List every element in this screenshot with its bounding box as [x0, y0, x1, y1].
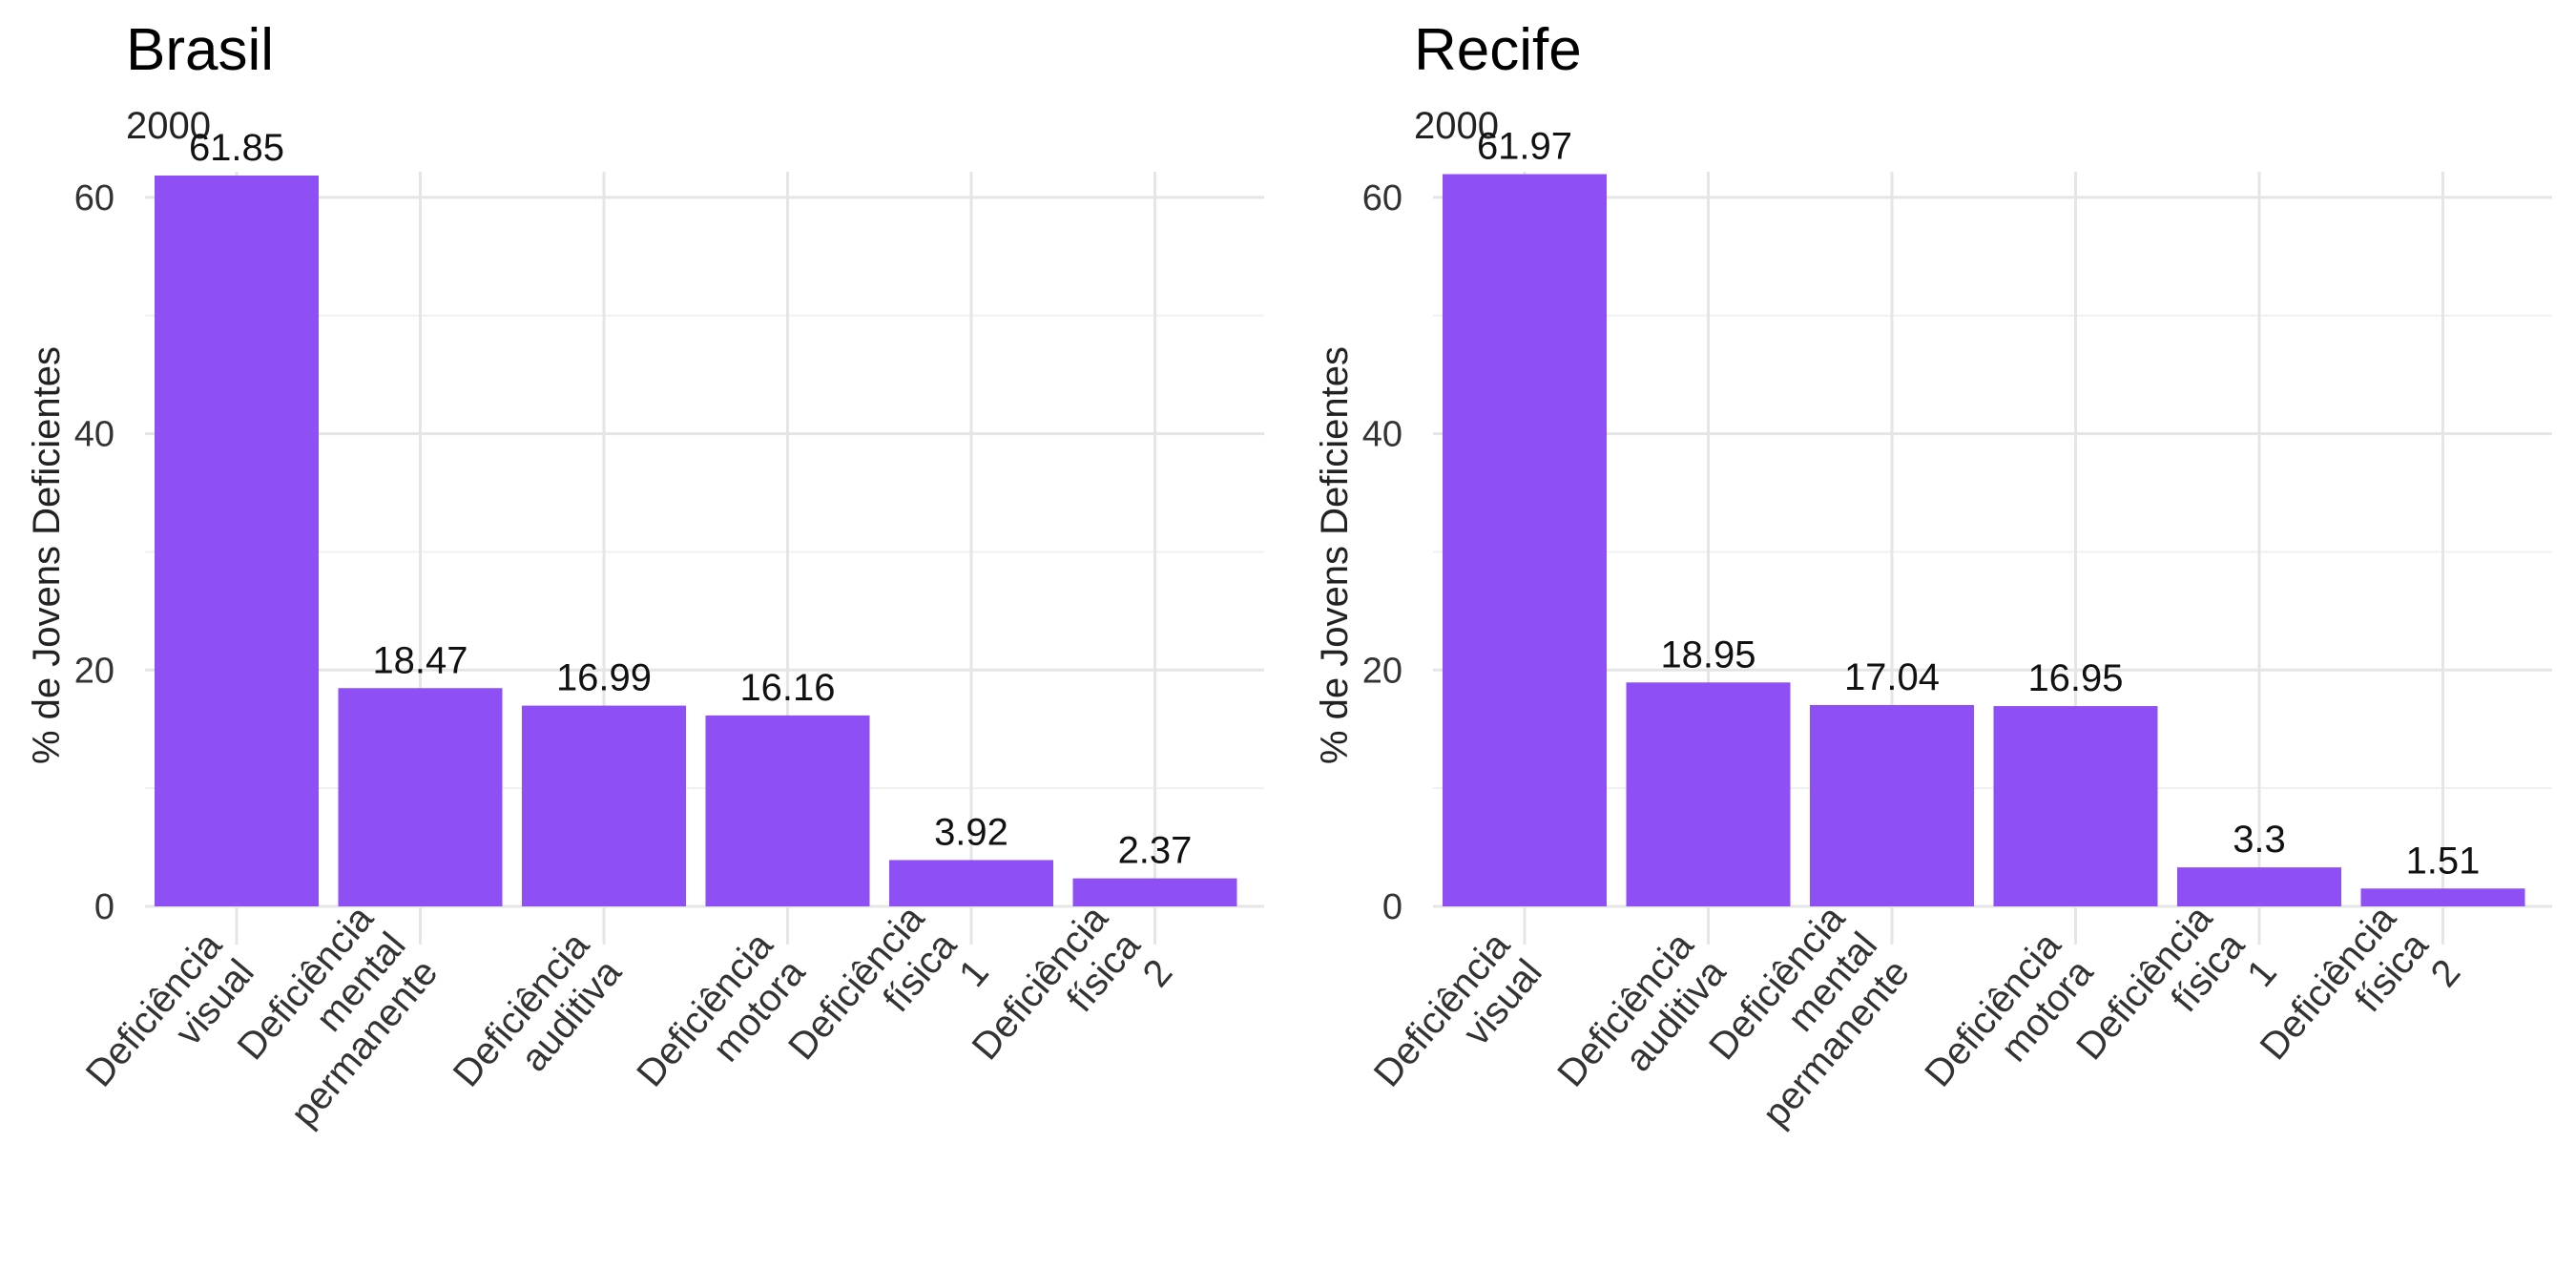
bar: [2360, 888, 2525, 906]
y-tick-label: 60: [74, 178, 114, 218]
data-label: 3.3: [2233, 819, 2286, 861]
y-ticks: 0 20 40 60: [74, 178, 114, 927]
y-tick-label: 20: [74, 651, 114, 691]
bar: [1810, 704, 1974, 906]
y-axis-label: % de Jovens Deficientes: [26, 346, 68, 764]
data-label: 61.85: [189, 127, 284, 169]
chart-subtitle: 2000: [1414, 105, 1499, 147]
y-tick-label: 40: [1362, 415, 1402, 455]
data-label: 16.95: [2027, 657, 2123, 699]
y-tick-label: 20: [1362, 651, 1402, 691]
y-tick-label: 60: [1362, 178, 1402, 218]
bar: [522, 705, 686, 906]
y-tick-label: 0: [94, 887, 114, 927]
bar: [705, 715, 870, 906]
bar: [1993, 706, 2158, 906]
bar: [338, 688, 503, 906]
data-label: 16.99: [556, 657, 652, 699]
brasil-panel: Brasil 2000 % de Jovens Deficientes 0 20 4…: [26, 17, 1264, 1134]
y-axis-label: % de Jovens Deficientes: [1314, 346, 1356, 764]
data-label: 61.97: [1477, 126, 1572, 168]
bar: [2177, 867, 2341, 906]
bars: [1443, 174, 2525, 906]
bar: [1626, 682, 1791, 906]
recife-panel: Recife 2000 % de Jovens Deficientes 0 20 4…: [1314, 17, 2552, 1134]
data-labels: 61.85 18.47 16.99 16.16 3.92 2.37: [189, 127, 1192, 872]
y-ticks: 0 20 40 60: [1362, 178, 1402, 927]
data-label: 16.16: [739, 667, 835, 709]
data-label: 2.37: [1118, 830, 1193, 872]
data-label: 18.95: [1660, 634, 1755, 675]
x-ticks: DeficiênciavisualDeficiênciamentalperman…: [78, 897, 1181, 1134]
bar: [1072, 878, 1237, 906]
data-label: 1.51: [2406, 840, 2481, 882]
data-label: 17.04: [1844, 656, 1940, 698]
bar: [155, 176, 319, 906]
data-label: 18.47: [372, 639, 467, 681]
y-tick-label: 40: [74, 415, 114, 455]
bar: [1443, 174, 1607, 906]
chart-title: Brasil: [126, 17, 274, 83]
bars: [155, 176, 1237, 906]
chart-subtitle: 2000: [126, 105, 211, 147]
bar: [889, 860, 1053, 906]
data-label: 3.92: [934, 811, 1008, 853]
chart-title: Recife: [1414, 17, 1582, 83]
data-labels: 61.97 18.95 17.04 16.95 3.3 1.51: [1477, 126, 2480, 883]
y-tick-label: 0: [1382, 887, 1402, 927]
